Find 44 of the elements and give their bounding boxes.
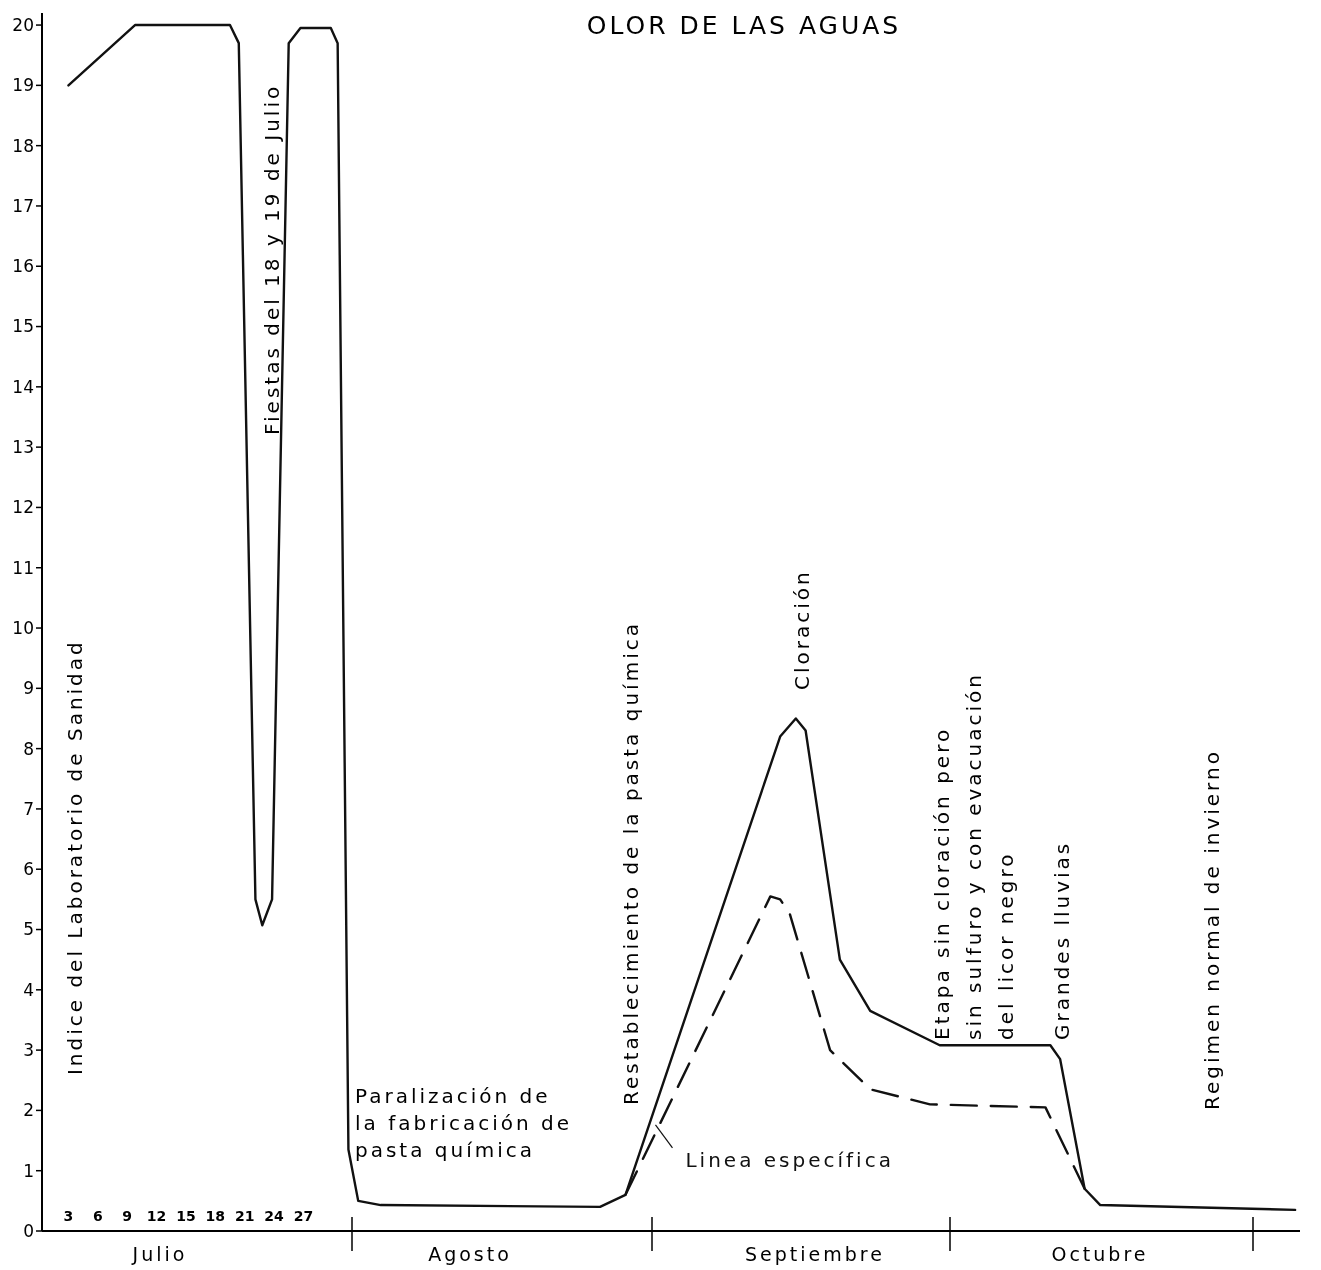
y-tick-label: 12 (12, 497, 34, 518)
y-tick-label: 14 (12, 376, 34, 397)
text: Julio (131, 1243, 188, 1265)
annotation: Restablecimiento de la pasta química (619, 621, 643, 1105)
annotation: Fiestas del 18 y 19 de Julio (260, 83, 284, 435)
y-tick-label: 1 (23, 1160, 34, 1181)
y-tick-label: 0 (23, 1220, 34, 1241)
x-tick-label: 3 (63, 1208, 74, 1224)
annotation: Grandes lluvias (1050, 840, 1074, 1040)
y-tick-label: 4 (23, 979, 34, 1000)
annotation: Cloración (790, 569, 814, 690)
annotation: Etapa sin cloración pero sin sulfuro y con evacuación del licor negro (930, 671, 1018, 1040)
annotation: Paralización de la fabricación de pasta química (355, 1084, 573, 1162)
y-tick-label: 18 (12, 135, 34, 156)
y-axis-title: Indice del Laboratorio de Sanidad (63, 639, 87, 1076)
x-tick-label: 21 (234, 1208, 255, 1224)
y-tick-label: 6 (23, 859, 34, 880)
x-tick-label: 27 (293, 1208, 314, 1224)
annotation: Regimen normal de invierno (1200, 749, 1224, 1110)
y-tick-label: 11 (12, 557, 34, 578)
y-tick-label: 3 (23, 1040, 34, 1061)
x-tick-label: 24 (264, 1208, 285, 1224)
x-tick-label: 6 (92, 1208, 103, 1224)
text: Agosto (428, 1243, 512, 1265)
y-tick-label: 16 (12, 256, 34, 277)
chart-title: OLOR DE LAS AGUAS (586, 11, 902, 40)
y-tick-label: 13 (12, 437, 34, 458)
text: Septiembre (745, 1243, 885, 1265)
x-tick-label: 15 (176, 1208, 196, 1224)
series-label: Linea específica (685, 1147, 894, 1172)
y-tick-label: 19 (12, 75, 34, 96)
y-tick-label: 15 (12, 316, 34, 337)
x-tick-label: 12 (146, 1208, 167, 1224)
y-tick-label: 2 (23, 1100, 34, 1121)
text: Octubre (1051, 1243, 1149, 1265)
y-tick-label: 7 (23, 798, 34, 819)
x-tick-label: 9 (122, 1208, 133, 1224)
y-tick-label: 20 (12, 15, 34, 36)
y-tick-label: 10 (12, 617, 34, 638)
y-tick-label: 8 (23, 738, 34, 759)
x-tick-label: 18 (205, 1208, 226, 1224)
y-tick-label: 9 (23, 678, 34, 699)
y-tick-label: 17 (12, 195, 34, 216)
y-tick-label: 5 (23, 919, 34, 940)
